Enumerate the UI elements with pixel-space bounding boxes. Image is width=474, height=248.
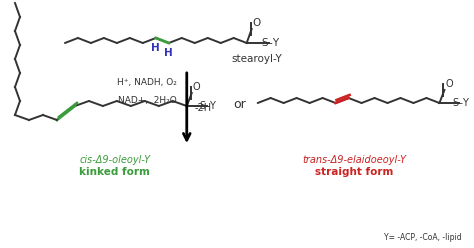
Text: O: O xyxy=(253,18,261,28)
Text: H: H xyxy=(164,48,173,58)
Text: O: O xyxy=(446,79,453,89)
Text: cis-Δ9-oleoyl-Y: cis-Δ9-oleoyl-Y xyxy=(79,155,150,165)
Text: -2H: -2H xyxy=(195,103,212,113)
Text: trans-Δ9-elaidoeoyl-Y: trans-Δ9-elaidoeoyl-Y xyxy=(302,155,407,165)
Text: H: H xyxy=(151,43,160,53)
Text: S–Y: S–Y xyxy=(262,38,280,48)
Text: Y= -ACP, -CoA, -lipid: Y= -ACP, -CoA, -lipid xyxy=(384,234,461,243)
Text: stearoyl-Y: stearoyl-Y xyxy=(231,54,282,64)
Text: S–Y: S–Y xyxy=(452,98,469,108)
Text: or: or xyxy=(233,98,246,112)
Text: NAD+,  2H₂O: NAD+, 2H₂O xyxy=(118,95,177,104)
Text: S–Y: S–Y xyxy=(200,101,217,111)
Text: H⁺, NADH, O₂: H⁺, NADH, O₂ xyxy=(117,79,177,88)
Text: kinked form: kinked form xyxy=(80,167,150,177)
Text: straight form: straight form xyxy=(315,167,394,177)
Text: O: O xyxy=(193,82,201,92)
